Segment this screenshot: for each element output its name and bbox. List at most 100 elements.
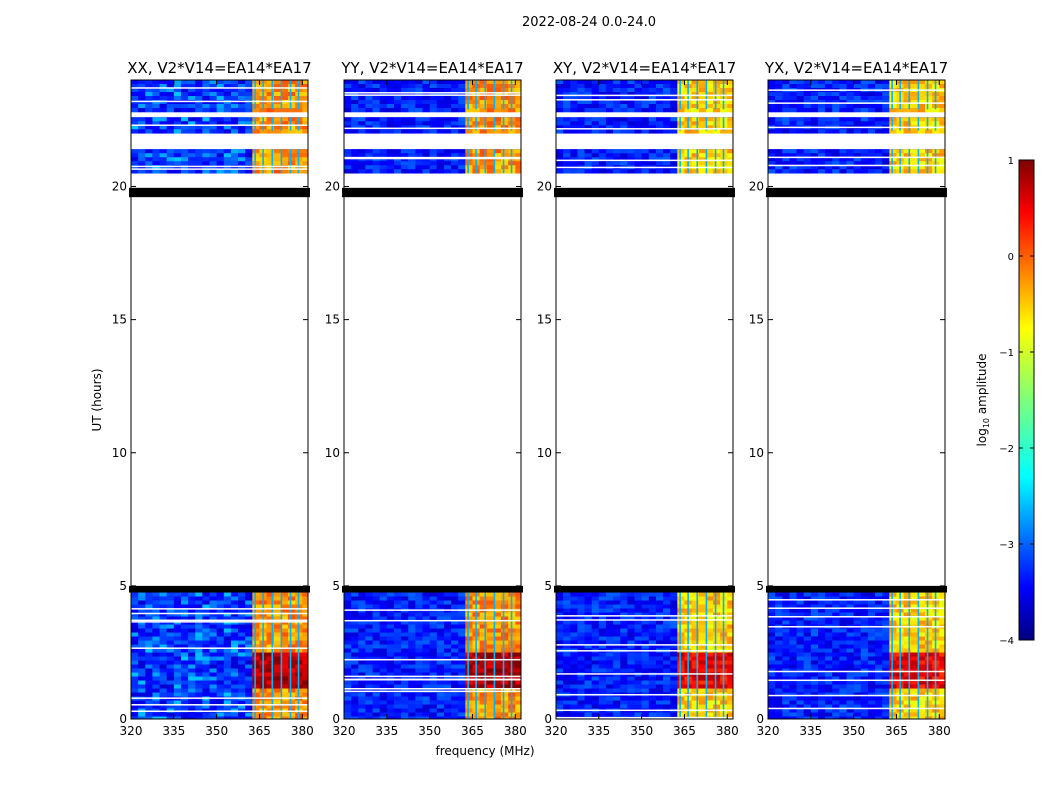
pixel — [705, 88, 714, 93]
pixel — [853, 632, 862, 637]
pixel — [903, 604, 912, 609]
pixel — [159, 169, 168, 174]
pixel — [691, 612, 700, 617]
pixel — [365, 644, 373, 649]
pixel — [365, 600, 373, 605]
pixel — [903, 620, 912, 625]
pixel — [860, 696, 869, 701]
pixel — [252, 684, 260, 689]
pixel — [839, 680, 847, 685]
pixel — [344, 88, 352, 93]
pixel — [209, 108, 218, 113]
pixel — [775, 664, 783, 669]
pixel — [501, 84, 509, 89]
pixel — [620, 704, 628, 709]
pixel — [422, 592, 431, 597]
pixel — [634, 161, 643, 166]
pixel — [252, 104, 260, 109]
pixel — [209, 92, 218, 97]
pixel — [591, 644, 600, 649]
pixel — [443, 632, 452, 637]
pixel — [223, 157, 232, 162]
pixel — [422, 108, 431, 113]
pixel — [280, 620, 289, 625]
pixel — [677, 88, 685, 93]
pixel — [131, 92, 139, 97]
pixel — [280, 668, 289, 673]
pixel — [209, 616, 218, 621]
pixel — [825, 700, 833, 705]
pixel — [393, 640, 402, 645]
pixel — [677, 712, 685, 717]
pixel — [846, 660, 855, 665]
pixel — [351, 664, 359, 669]
pixel — [408, 656, 416, 661]
pixel — [486, 684, 495, 689]
pixel — [131, 80, 139, 85]
pixel — [238, 624, 246, 629]
pixel — [493, 104, 502, 109]
pixel — [613, 600, 621, 605]
pixel — [429, 684, 438, 689]
pixel — [698, 664, 707, 669]
pixel — [501, 660, 509, 665]
pixel — [351, 592, 359, 597]
pixel — [415, 680, 423, 685]
pixel — [280, 125, 289, 130]
pixel — [563, 108, 571, 113]
pixel — [663, 628, 671, 633]
pixel — [860, 600, 869, 605]
pixel — [698, 117, 707, 122]
panel-frame — [555, 79, 734, 720]
pixel — [429, 88, 438, 93]
pixel — [889, 169, 897, 174]
pixel — [138, 84, 146, 89]
pixel — [280, 656, 289, 661]
pixel — [556, 668, 564, 673]
pixel — [605, 668, 614, 673]
channel-gap — [254, 80, 256, 110]
pixel — [451, 616, 459, 621]
pixel — [216, 161, 225, 166]
pixel — [584, 169, 593, 174]
pixel — [379, 660, 388, 665]
pixel — [216, 640, 225, 645]
pixel — [556, 84, 564, 89]
pixel — [910, 692, 919, 697]
pixel — [166, 616, 175, 621]
pixel — [670, 161, 678, 166]
pixel — [917, 636, 926, 641]
pixel — [266, 600, 275, 605]
pixel — [358, 149, 366, 154]
pixel — [486, 616, 495, 621]
channel-gap — [280, 149, 283, 174]
pixel — [131, 664, 139, 669]
flag-line — [344, 156, 521, 159]
pixel — [479, 108, 488, 113]
pixel — [209, 648, 218, 653]
pixel — [768, 660, 776, 665]
pixel — [486, 692, 495, 697]
pixel — [479, 668, 488, 673]
pixel — [195, 716, 203, 719]
pixel — [280, 680, 289, 685]
pixel — [782, 169, 790, 174]
pixel — [882, 648, 890, 653]
pixel — [605, 712, 614, 717]
flag-line — [344, 675, 521, 678]
pixel — [131, 680, 139, 685]
pixel — [910, 149, 919, 154]
pixel — [273, 688, 282, 693]
pixel — [266, 620, 275, 625]
pixel — [846, 704, 855, 709]
pixel — [925, 620, 933, 625]
pixel — [451, 96, 459, 101]
pixel — [159, 648, 168, 653]
pixel — [803, 700, 812, 705]
pixel — [351, 700, 359, 705]
pixel — [166, 96, 175, 101]
pixel — [713, 104, 721, 109]
pixel — [422, 84, 431, 89]
pixel — [691, 149, 700, 154]
pixel — [465, 672, 473, 677]
